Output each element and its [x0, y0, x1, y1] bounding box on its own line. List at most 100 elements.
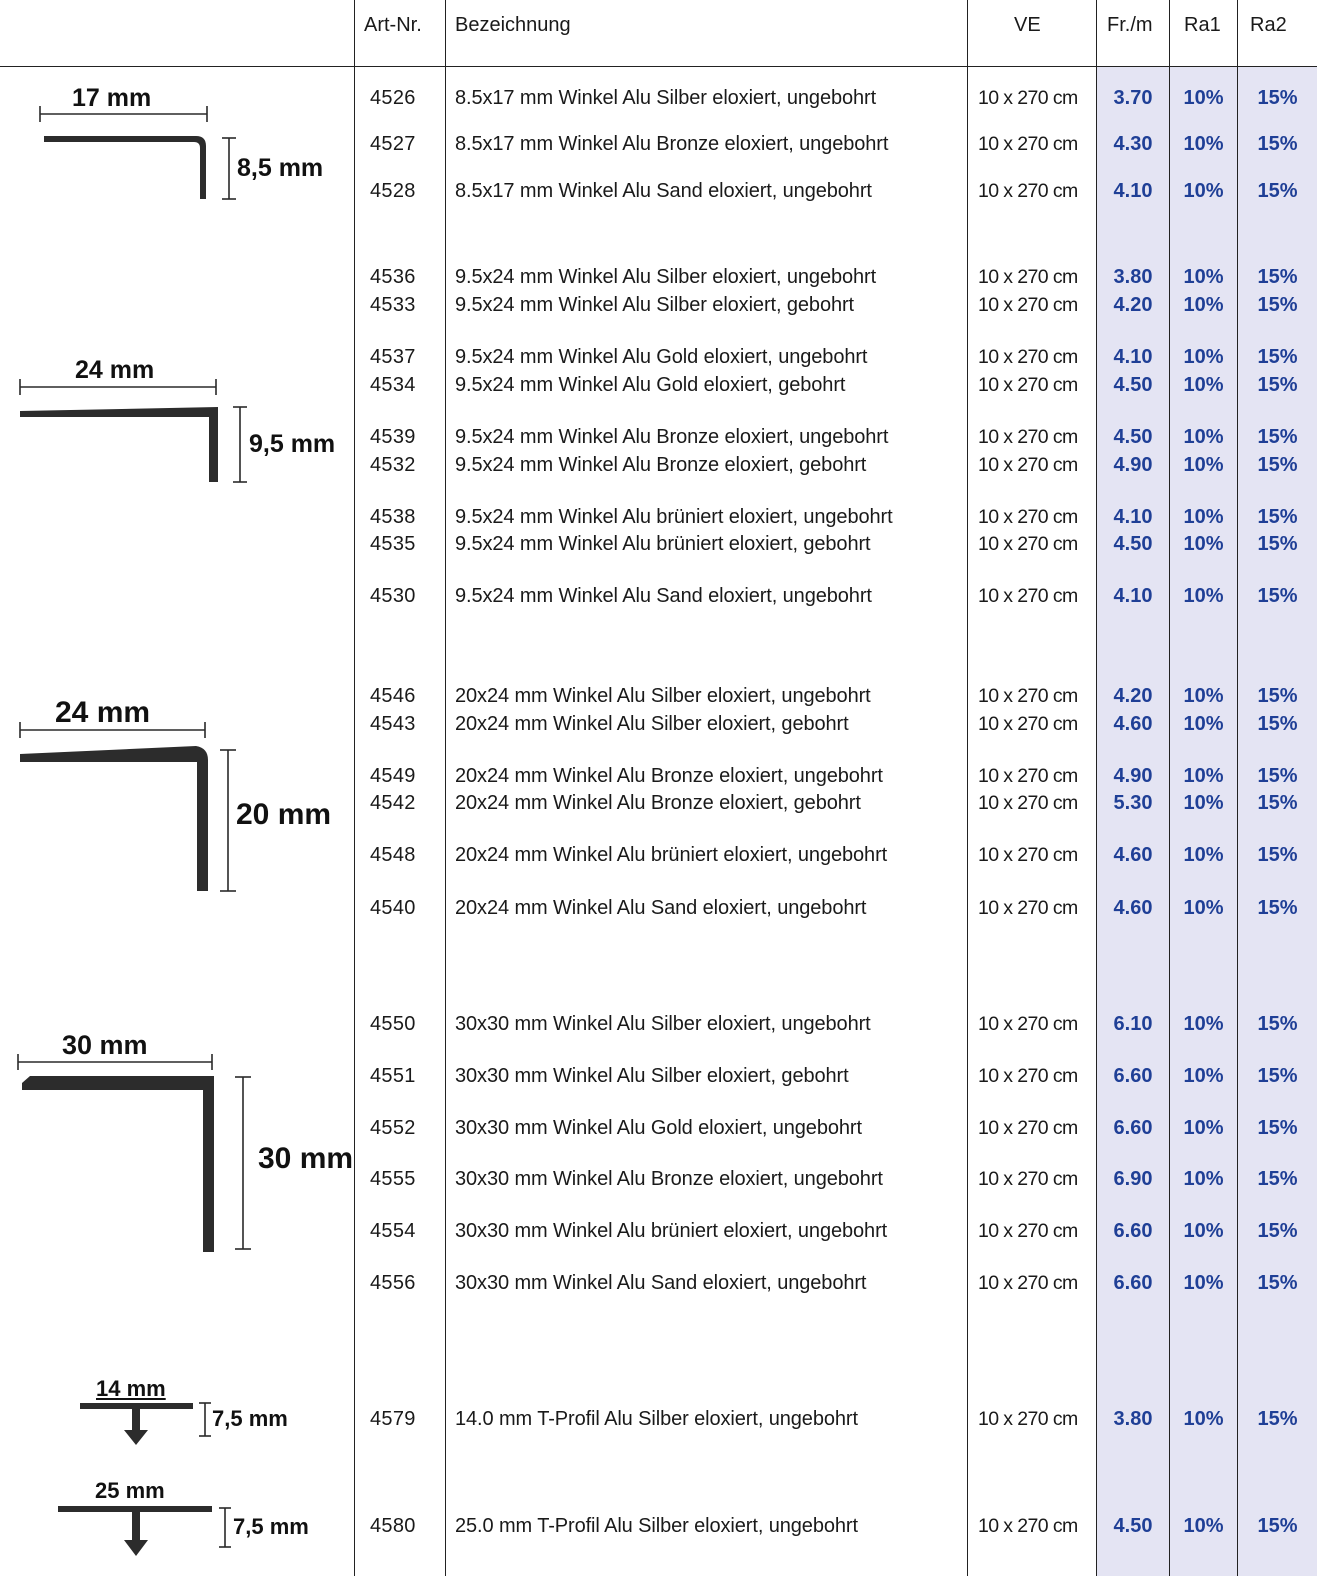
- product-price-per-m: 4.60: [1113, 844, 1153, 866]
- product-discount-2: 15%: [1257, 180, 1298, 202]
- product-discount-1: 10%: [1183, 506, 1224, 528]
- product-description: 20x24 mm Winkel Alu Bronze eloxiert, geb…: [455, 792, 861, 814]
- profile-5-height-label: 7,5 mm: [212, 1406, 288, 1431]
- product-description: 30x30 mm Winkel Alu Bronze eloxiert, ung…: [455, 1168, 883, 1190]
- header-bottom-rule: [0, 66, 1317, 67]
- product-description: 25.0 mm T-Profil Alu Silber eloxiert, un…: [455, 1515, 858, 1537]
- product-discount-2: 15%: [1257, 426, 1298, 448]
- product-discount-2: 15%: [1257, 1013, 1298, 1035]
- profile-5-width-label: 14 mm: [96, 1376, 166, 1401]
- product-discount-2: 15%: [1257, 374, 1298, 396]
- product-art-nr: 4536: [370, 266, 416, 288]
- product-packaging-unit: 10 x 270 cm: [978, 585, 1078, 607]
- header-ra1: Ra1: [1184, 14, 1221, 36]
- profile-2-width-label: 24 mm: [75, 356, 155, 384]
- product-description: 9.5x24 mm Winkel Alu Gold eloxiert, unge…: [455, 346, 868, 368]
- product-packaging-unit: 10 x 270 cm: [978, 374, 1078, 396]
- product-packaging-unit: 10 x 270 cm: [978, 1013, 1078, 1035]
- product-discount-1: 10%: [1183, 266, 1224, 288]
- product-packaging-unit: 10 x 270 cm: [978, 533, 1078, 555]
- product-description: 9.5x24 mm Winkel Alu Silber eloxiert, ge…: [455, 294, 855, 316]
- product-price-per-m: 4.10: [1113, 346, 1153, 368]
- product-art-nr: 4537: [370, 346, 416, 368]
- product-price-per-m: 4.50: [1113, 426, 1153, 448]
- product-packaging-unit: 10 x 270 cm: [978, 713, 1078, 735]
- product-packaging-unit: 10 x 270 cm: [978, 1220, 1078, 1242]
- product-art-nr: 4549: [370, 765, 416, 787]
- product-art-nr: 4542: [370, 792, 416, 814]
- product-packaging-unit: 10 x 270 cm: [978, 1515, 1078, 1537]
- product-price-per-m: 4.90: [1113, 765, 1153, 787]
- product-price-per-m: 4.50: [1113, 533, 1153, 555]
- product-description: 30x30 mm Winkel Alu Sand eloxiert, ungeb…: [455, 1272, 867, 1294]
- product-packaging-unit: 10 x 270 cm: [978, 844, 1078, 866]
- product-price-per-m: 6.60: [1113, 1272, 1153, 1294]
- product-art-nr: 4555: [370, 1168, 416, 1190]
- product-art-nr: 4527: [370, 133, 416, 155]
- product-packaging-unit: 10 x 270 cm: [978, 133, 1078, 155]
- product-price-per-m: 6.90: [1113, 1168, 1153, 1190]
- product-discount-1: 10%: [1183, 346, 1224, 368]
- product-discount-1: 10%: [1183, 765, 1224, 787]
- product-discount-2: 15%: [1257, 266, 1298, 288]
- product-discount-1: 10%: [1183, 713, 1224, 735]
- product-description: 9.5x24 mm Winkel Alu Bronze eloxiert, ge…: [455, 454, 867, 476]
- product-discount-2: 15%: [1257, 1515, 1298, 1537]
- product-description: 8.5x17 mm Winkel Alu Bronze eloxiert, un…: [455, 133, 889, 155]
- column-rule: [1096, 0, 1097, 1576]
- product-discount-1: 10%: [1183, 180, 1224, 202]
- product-price-per-m: 4.90: [1113, 454, 1153, 476]
- product-price-per-m: 4.50: [1113, 374, 1153, 396]
- product-art-nr: 4550: [370, 1013, 416, 1035]
- product-price-per-m: 3.80: [1113, 266, 1153, 288]
- product-art-nr: 4543: [370, 713, 416, 735]
- product-price-per-m: 6.60: [1113, 1117, 1153, 1139]
- product-price-per-m: 4.20: [1113, 685, 1153, 707]
- product-discount-1: 10%: [1183, 133, 1224, 155]
- profile-2-height-label: 9,5 mm: [249, 430, 336, 458]
- product-art-nr: 4580: [370, 1515, 416, 1537]
- profile-4-height-label: 30 mm: [258, 1142, 354, 1175]
- product-discount-2: 15%: [1257, 346, 1298, 368]
- product-discount-1: 10%: [1183, 685, 1224, 707]
- column-rule: [967, 0, 968, 1576]
- product-discount-2: 15%: [1257, 765, 1298, 787]
- product-art-nr: 4556: [370, 1272, 416, 1294]
- product-packaging-unit: 10 x 270 cm: [978, 1408, 1078, 1430]
- product-description: 9.5x24 mm Winkel Alu Bronze eloxiert, un…: [455, 426, 889, 448]
- product-description: 20x24 mm Winkel Alu Bronze eloxiert, ung…: [455, 765, 883, 787]
- product-discount-2: 15%: [1257, 685, 1298, 707]
- product-art-nr: 4528: [370, 180, 416, 202]
- product-discount-1: 10%: [1183, 1515, 1224, 1537]
- product-discount-2: 15%: [1257, 792, 1298, 814]
- product-description: 8.5x17 mm Winkel Alu Silber eloxiert, un…: [455, 87, 877, 109]
- profile-3-height-label: 20 mm: [236, 798, 332, 831]
- product-description: 9.5x24 mm Winkel Alu Silber eloxiert, un…: [455, 266, 877, 288]
- product-packaging-unit: 10 x 270 cm: [978, 506, 1078, 528]
- product-discount-2: 15%: [1257, 533, 1298, 555]
- product-discount-2: 15%: [1257, 1168, 1298, 1190]
- profile-drawings: [17, 106, 251, 1556]
- product-art-nr: 4530: [370, 585, 416, 607]
- product-art-nr: 4551: [370, 1065, 416, 1087]
- product-description: 30x30 mm Winkel Alu Gold eloxiert, ungeb…: [455, 1117, 862, 1139]
- product-discount-2: 15%: [1257, 1117, 1298, 1139]
- product-description: 9.5x24 mm Winkel Alu brüniert eloxiert, …: [455, 533, 871, 555]
- product-discount-2: 15%: [1257, 506, 1298, 528]
- product-discount-2: 15%: [1257, 844, 1298, 866]
- product-description: 30x30 mm Winkel Alu brüniert eloxiert, u…: [455, 1220, 888, 1242]
- product-discount-1: 10%: [1183, 1272, 1224, 1294]
- product-discount-1: 10%: [1183, 792, 1224, 814]
- column-rule: [354, 0, 355, 1576]
- product-discount-1: 10%: [1183, 1408, 1224, 1430]
- product-art-nr: 4526: [370, 87, 416, 109]
- product-description: 20x24 mm Winkel Alu brüniert eloxiert, u…: [455, 844, 888, 866]
- product-price-per-m: 5.30: [1113, 792, 1153, 814]
- product-description: 30x30 mm Winkel Alu Silber eloxiert, ung…: [455, 1013, 871, 1035]
- product-price-per-m: 3.80: [1113, 1408, 1153, 1430]
- product-discount-2: 15%: [1257, 1065, 1298, 1087]
- product-packaging-unit: 10 x 270 cm: [978, 454, 1078, 476]
- product-discount-2: 15%: [1257, 1220, 1298, 1242]
- product-price-per-m: 4.20: [1113, 294, 1153, 316]
- product-price-per-m: 4.10: [1113, 585, 1153, 607]
